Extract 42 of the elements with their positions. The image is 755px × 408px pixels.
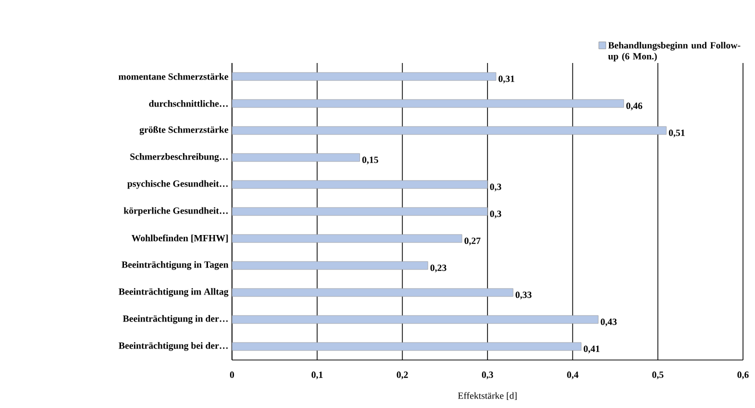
x-tick-label: 0,2 xyxy=(396,372,408,380)
bar xyxy=(232,99,624,108)
data-label: 0,3 xyxy=(490,184,502,192)
bar xyxy=(232,180,488,189)
bar xyxy=(232,288,514,297)
data-label: 0,43 xyxy=(600,318,617,326)
y-tick-label: Beeinträchtigung in Tagen xyxy=(122,261,228,270)
y-tick-label: Beeinträchtigung bei der… xyxy=(118,342,228,351)
x-tick-label: 0,4 xyxy=(567,372,578,380)
bar xyxy=(232,126,667,135)
data-label: 0,46 xyxy=(626,102,642,110)
data-label: 0,23 xyxy=(430,264,446,272)
y-tick-label: körperliche Gesundheit… xyxy=(124,207,228,216)
y-tick-label: Beeinträchtigung in der… xyxy=(122,315,228,324)
y-tick-label: psychische Gesundheit… xyxy=(127,180,228,189)
data-label: 0,27 xyxy=(464,238,480,246)
y-tick-label: Schmerzbeschreibung… xyxy=(130,153,228,162)
data-label: 0,3 xyxy=(490,210,502,218)
bar xyxy=(232,234,462,243)
bar xyxy=(232,72,496,81)
y-tick-label: Wohlbefinden [MFHW] xyxy=(132,234,228,242)
legend-label: Behandlungsbeginn und Follow-up (6 Mon.) xyxy=(608,42,740,62)
x-tick-label: 0,6 xyxy=(737,372,749,380)
bar xyxy=(232,315,598,324)
y-tick-label: Beeinträchtigung im Alltag xyxy=(118,288,228,297)
x-tick-label: 0,1 xyxy=(312,372,323,380)
bar xyxy=(232,342,582,351)
bar xyxy=(232,207,488,216)
data-label: 0,33 xyxy=(516,292,532,300)
bar xyxy=(232,261,428,270)
x-tick-label: 0 xyxy=(230,372,234,378)
x-tick-label: 0,5 xyxy=(652,372,664,380)
x-tick-label: 0,3 xyxy=(482,372,494,380)
y-tick-label: durchschnittliche… xyxy=(149,100,228,107)
y-tick-label: größte Schmerzstärke xyxy=(140,126,228,135)
data-label: 0,51 xyxy=(668,130,685,138)
x-axis-title: Effektstärke [d] xyxy=(458,392,517,400)
bar xyxy=(232,153,360,162)
data-label: 0,15 xyxy=(362,156,378,164)
data-label: 0,41 xyxy=(584,346,600,354)
data-label: 0,31 xyxy=(498,76,514,84)
y-tick-label: momentane Schmerzstärke xyxy=(118,73,228,80)
